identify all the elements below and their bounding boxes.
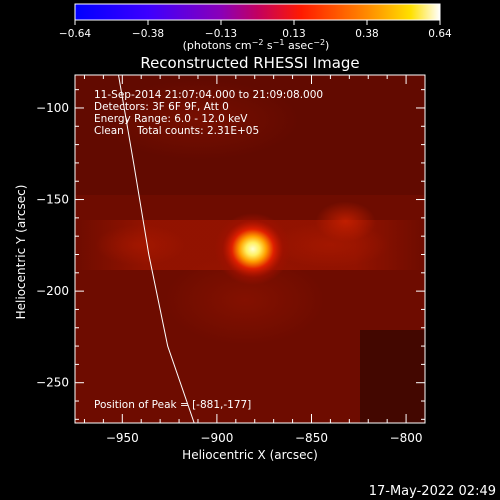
chart-title: Reconstructed RHESSI Image xyxy=(140,54,359,72)
x-tick-label: −900 xyxy=(200,431,233,445)
colorbar-tick-labels: −0.64 −0.38 −0.13 0.13 0.38 0.64 xyxy=(59,28,452,40)
peak-position-label: Position of Peak = [-881,-177] xyxy=(94,399,251,411)
info-line: Clean Total counts: 2.31E+05 xyxy=(94,125,259,137)
y-axis-label: Heliocentric Y (arcsec) xyxy=(14,185,28,320)
y-tick-label: −150 xyxy=(36,193,69,207)
peak-source xyxy=(214,213,291,285)
solar-limb-curve xyxy=(118,75,195,423)
y-tick-labels: −100 −150 −200 −250 xyxy=(36,101,69,390)
colorbar-tick-label: −0.38 xyxy=(132,28,164,40)
info-line: Energy Range: 6.0 - 12.0 keV xyxy=(94,113,248,125)
x-tick-labels: −950 −900 −850 −800 xyxy=(106,431,423,445)
x-axis-label: Heliocentric X (arcsec) xyxy=(182,448,318,462)
colorbar-tick-label: 0.13 xyxy=(282,28,305,40)
y-tick-label: −100 xyxy=(36,101,69,115)
colorbar-tick-label: 0.64 xyxy=(428,28,452,40)
y-tick-label: −250 xyxy=(36,376,69,390)
heatmap-image xyxy=(75,75,425,423)
info-text-block: 11-Sep-2014 21:07:04.000 to 21:09:08.000… xyxy=(94,89,323,137)
x-tick-label: −950 xyxy=(106,431,139,445)
colorbar-tick-label: −0.13 xyxy=(205,28,237,40)
colorbar-ticks xyxy=(74,20,441,25)
plot-frame xyxy=(74,74,426,424)
x-tick-label: −800 xyxy=(390,431,423,445)
colorbar xyxy=(74,3,441,21)
colorbar-unit-label: (photons cm−2 s−1 asec−2) xyxy=(183,38,330,52)
axis-ticks xyxy=(75,75,426,423)
info-line: 11-Sep-2014 21:07:04.000 to 21:09:08.000 xyxy=(94,89,323,101)
info-line: Detectors: 3F 6F 9F, Att 0 xyxy=(94,101,229,113)
footer-timestamp: 17-May-2022 02:49 xyxy=(369,484,496,499)
secondary-source xyxy=(315,201,376,242)
x-tick-label: −850 xyxy=(295,431,328,445)
colorbar-tick-label: 0.38 xyxy=(355,28,378,40)
colorbar-tick-label: −0.64 xyxy=(59,28,91,40)
y-tick-label: −200 xyxy=(36,284,69,298)
